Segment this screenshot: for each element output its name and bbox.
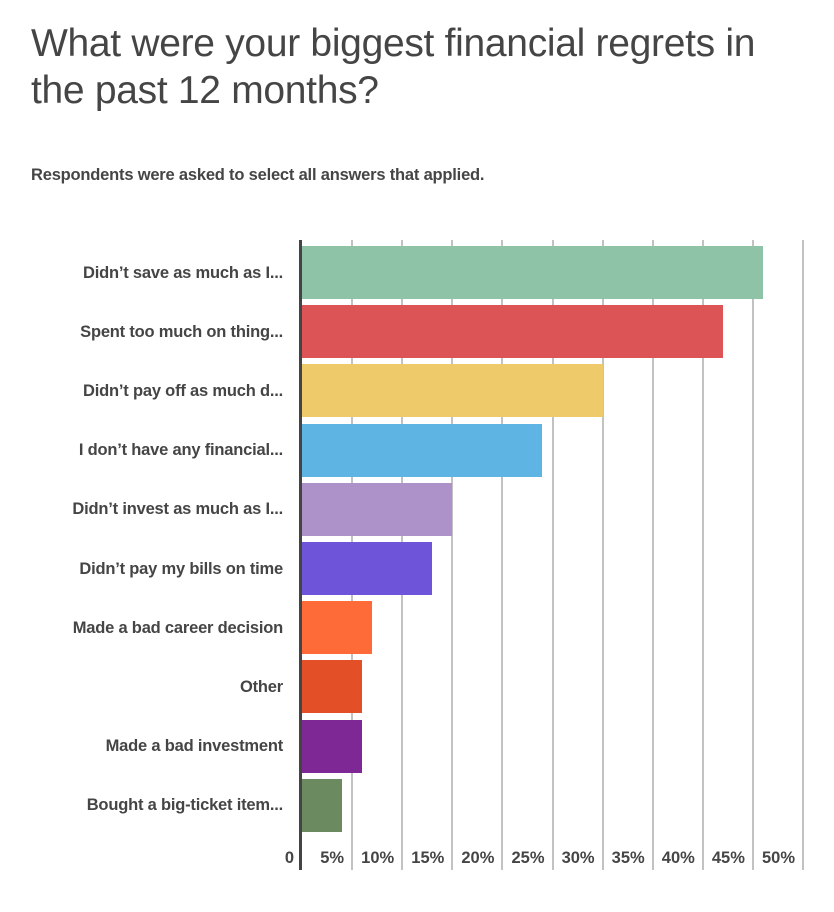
bar[interactable] [302, 660, 363, 714]
gridline [701, 240, 704, 870]
y-axis-line [299, 240, 302, 870]
category-label: Made a bad career decision [72, 618, 284, 637]
category-label: Didn’t pay off as much d... [83, 381, 283, 400]
bar[interactable] [302, 423, 543, 477]
x-tick-label: 30% [561, 849, 595, 867]
bar[interactable] [302, 778, 343, 832]
gridline [451, 240, 454, 870]
x-tick-label: 20% [461, 849, 495, 867]
x-tick-label: 50% [761, 849, 795, 867]
x-tick-label: 0 [284, 849, 294, 867]
x-tick-label: 10% [361, 849, 395, 867]
category-label: Didn’t invest as much as I... [72, 500, 283, 519]
bar[interactable] [302, 542, 433, 595]
bar[interactable] [302, 601, 373, 655]
x-tick-label: 25% [511, 849, 545, 867]
category-label: Bought a big-ticket item... [86, 796, 283, 815]
category-label: I don’t have any financial... [78, 441, 283, 460]
gridline [551, 240, 554, 870]
category-label: Made a bad investment [105, 737, 284, 756]
gridline [501, 240, 504, 870]
bar[interactable] [302, 305, 723, 359]
category-label: Didn’t save as much as I... [82, 263, 283, 282]
x-tick-label: 5% [320, 849, 345, 867]
bar[interactable] [302, 482, 453, 536]
category-label: Didn’t pay my bills on time [79, 559, 283, 578]
gridline [651, 240, 654, 870]
category-label: Other [239, 677, 283, 696]
x-tick-label: 45% [711, 849, 745, 867]
gridline [751, 240, 754, 870]
category-label: Spent too much on thing... [80, 322, 283, 341]
bar[interactable] [302, 364, 603, 418]
gridline [802, 240, 804, 870]
x-tick-label: 35% [611, 849, 645, 867]
gridline [601, 240, 604, 870]
x-tick-label: 40% [661, 849, 695, 867]
bar[interactable] [302, 719, 363, 773]
chart-title: What were your biggest financial regrets… [31, 22, 756, 112]
chart-subtitle: Respondents were asked to select all ans… [31, 166, 485, 184]
x-tick-label: 15% [411, 849, 445, 867]
bar[interactable] [302, 246, 763, 299]
